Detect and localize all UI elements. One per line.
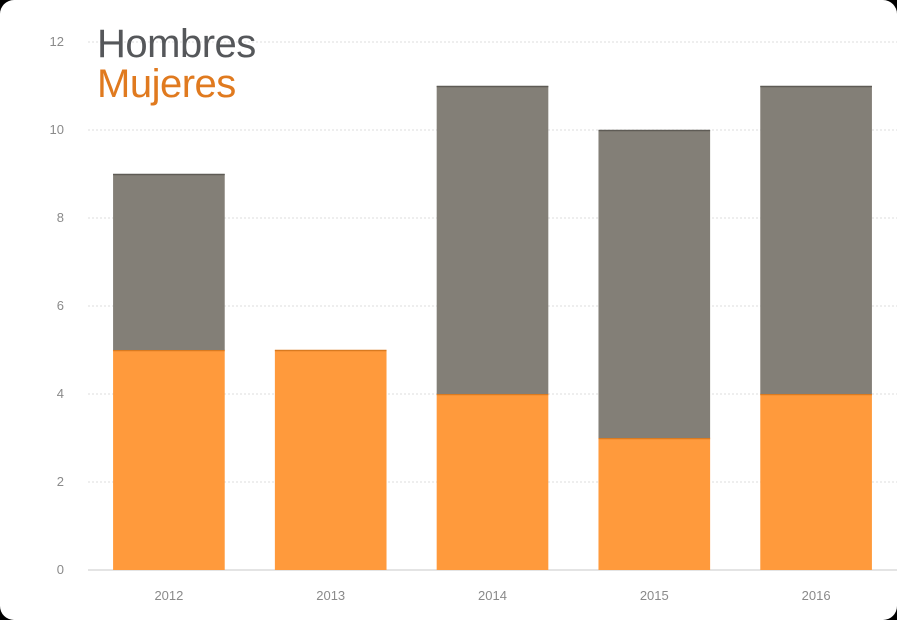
y-tick-label: 12 — [50, 34, 64, 49]
bar-hombres-2016 — [760, 86, 872, 394]
bars — [113, 85, 872, 570]
legend: Hombres Mujeres — [97, 24, 256, 104]
bar-mujeres-2012 — [113, 350, 225, 570]
y-tick-label: 2 — [57, 474, 64, 489]
x-tick-label-2016: 2016 — [802, 588, 831, 603]
bar-hombres-2014 — [436, 86, 549, 394]
x-tick-label-2013: 2013 — [316, 588, 345, 603]
y-tick-label: 0 — [57, 562, 64, 577]
y-tick-label: 10 — [50, 122, 64, 137]
bar-hombres-2015 — [598, 130, 711, 438]
y-tick-label: 4 — [57, 386, 64, 401]
legend-item-mujeres: Mujeres — [97, 62, 236, 106]
bar-mujeres-2014 — [436, 394, 549, 570]
bar-mujeres-2016 — [760, 394, 872, 570]
y-axis-ticks: 0 2 4 6 8 10 12 — [50, 34, 64, 577]
legend-item-hombres: Hombres — [97, 22, 256, 66]
y-tick-label: 6 — [57, 298, 64, 313]
bar-mujeres-2013 — [274, 350, 387, 570]
x-axis-ticks: 2012 2013 2014 2015 2016 — [154, 588, 830, 603]
x-tick-label-2015: 2015 — [640, 588, 669, 603]
x-tick-label-2014: 2014 — [478, 588, 507, 603]
bar-hombres-2012 — [113, 174, 225, 350]
x-tick-label-2012: 2012 — [154, 588, 183, 603]
bar-mujeres-2015 — [598, 438, 711, 570]
y-tick-label: 8 — [57, 210, 64, 225]
